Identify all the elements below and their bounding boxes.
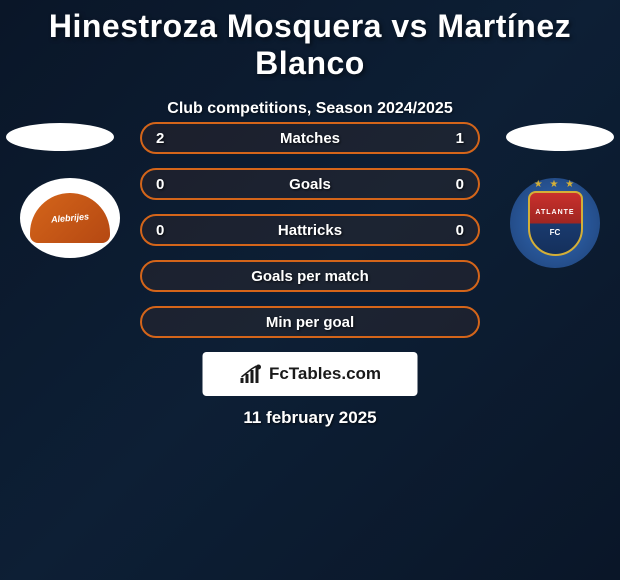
comparison-title: Hinestroza Mosquera vs Martínez Blanco	[0, 0, 620, 82]
stat-row-matches: 2 Matches 1	[140, 122, 480, 154]
stat-row-hattricks: 0 Hattricks 0	[140, 214, 480, 246]
stat-left-value: 2	[156, 130, 164, 147]
chart-icon	[239, 364, 263, 384]
stat-left-value: 0	[156, 176, 164, 193]
watermark-text: FcTables.com	[269, 364, 381, 384]
stat-label: Hattricks	[278, 222, 342, 239]
stat-right-value: 0	[456, 222, 464, 239]
stat-right-value: 0	[456, 176, 464, 193]
stat-row-mpg: Min per goal	[140, 306, 480, 338]
comparison-subtitle: Club competitions, Season 2024/2025	[0, 100, 620, 118]
alebrijes-text: Alebrijes	[51, 211, 90, 224]
club-logo-right: ★ ★ ★ ATLANTE FC	[510, 178, 600, 268]
stat-label: Matches	[280, 130, 340, 147]
atlante-shield: ★ ★ ★ ATLANTE FC	[528, 191, 583, 256]
stat-right-value: 1	[456, 130, 464, 147]
club-logo-left: Alebrijes	[20, 178, 120, 258]
stat-left-value: 0	[156, 222, 164, 239]
stat-label: Goals per match	[251, 268, 369, 285]
atlante-stars-icon: ★ ★ ★	[534, 179, 576, 190]
stat-label: Min per goal	[266, 314, 354, 331]
stats-container: 2 Matches 1 0 Goals 0 0 Hattricks 0 Goal…	[140, 122, 480, 352]
stat-row-goals: 0 Goals 0	[140, 168, 480, 200]
flag-ellipse-right	[506, 123, 614, 151]
comparison-date: 11 february 2025	[0, 408, 620, 428]
atlante-text: ATLANTE	[535, 209, 574, 216]
flag-ellipse-left	[6, 123, 114, 151]
atlante-fc-text: FC	[550, 228, 561, 237]
stat-label: Goals	[289, 176, 331, 193]
watermark-badge: FcTables.com	[203, 352, 418, 396]
alebrijes-badge: Alebrijes	[30, 193, 110, 243]
stat-row-gpm: Goals per match	[140, 260, 480, 292]
